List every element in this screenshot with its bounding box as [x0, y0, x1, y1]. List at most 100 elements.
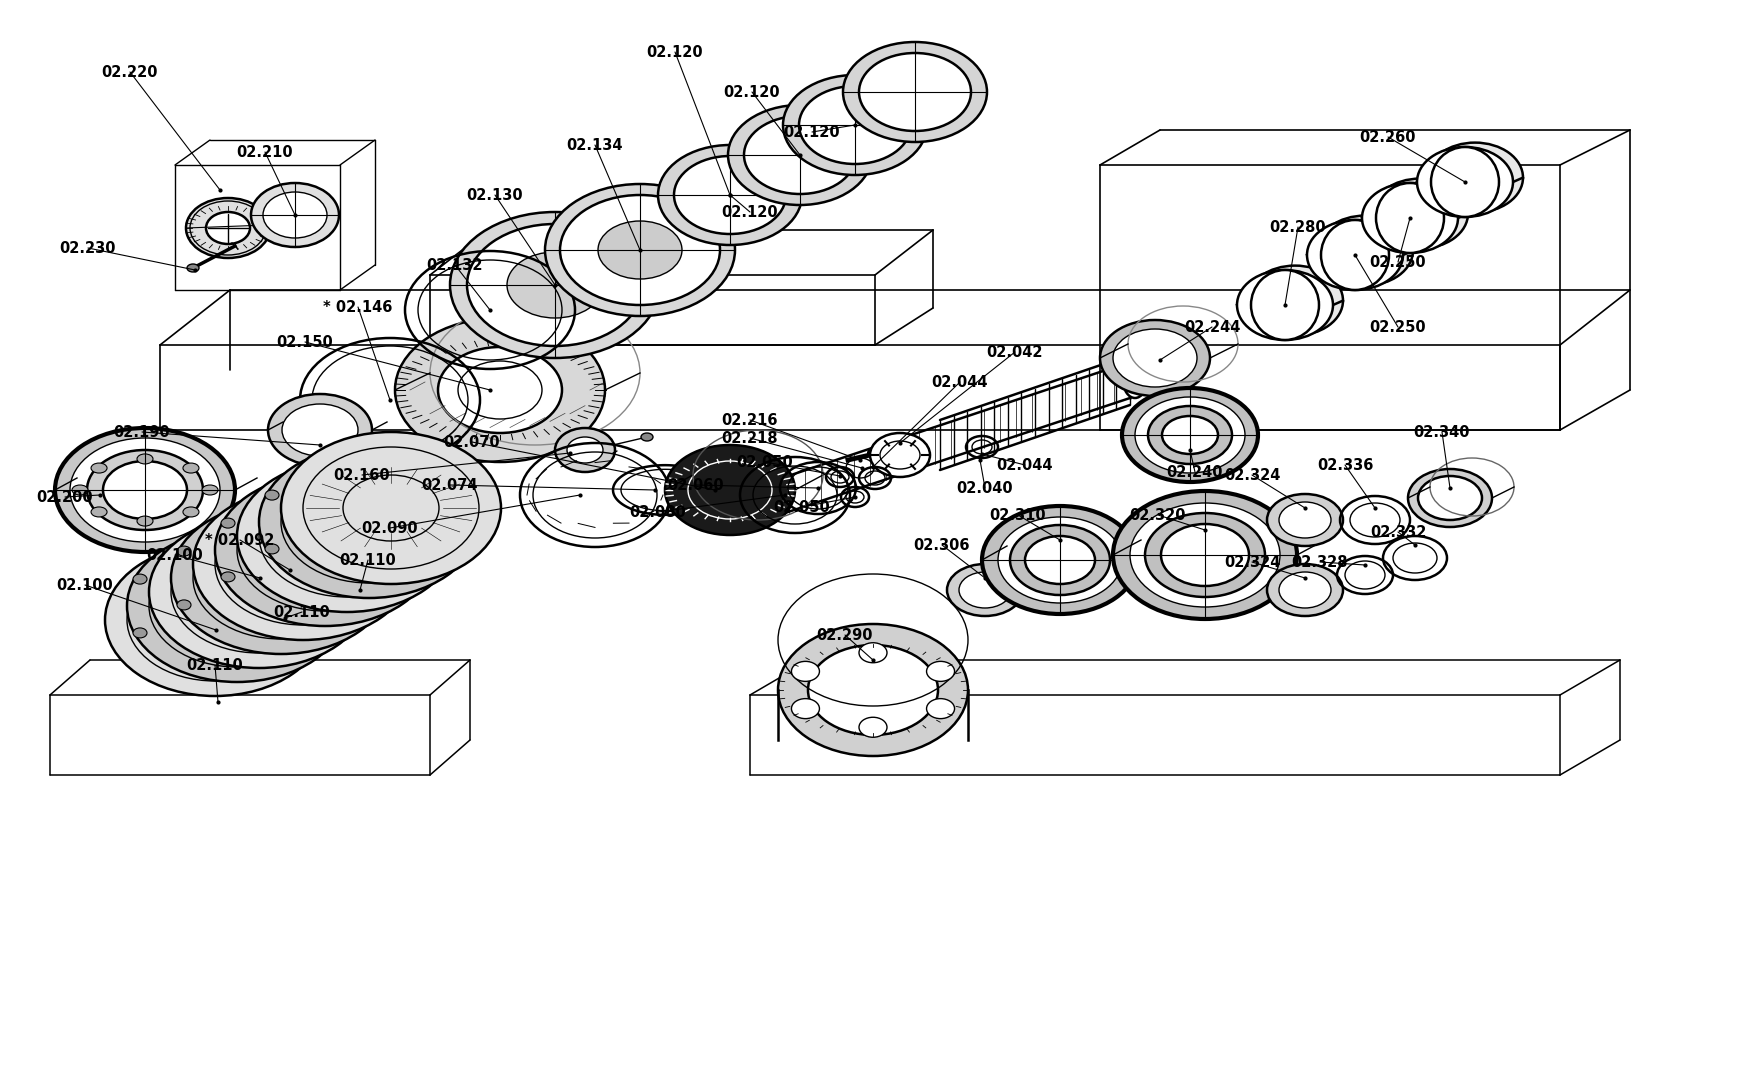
Ellipse shape — [1144, 513, 1264, 597]
Ellipse shape — [598, 221, 682, 279]
Ellipse shape — [1426, 142, 1522, 213]
Ellipse shape — [186, 198, 270, 258]
Text: 02.190: 02.190 — [113, 425, 170, 440]
Ellipse shape — [1113, 328, 1196, 387]
Ellipse shape — [230, 655, 243, 664]
Text: 02.220: 02.220 — [101, 64, 158, 79]
Ellipse shape — [450, 212, 659, 358]
Ellipse shape — [205, 212, 250, 244]
Ellipse shape — [880, 441, 920, 469]
Ellipse shape — [1417, 476, 1482, 520]
Ellipse shape — [925, 661, 955, 682]
Text: 02.324: 02.324 — [1223, 468, 1280, 483]
Text: 02.244: 02.244 — [1183, 320, 1240, 335]
Text: 02.150: 02.150 — [277, 335, 334, 350]
Ellipse shape — [259, 446, 478, 598]
Ellipse shape — [137, 516, 153, 526]
Ellipse shape — [362, 570, 376, 581]
Ellipse shape — [202, 485, 217, 495]
Text: 02.290: 02.290 — [816, 627, 873, 642]
Text: 02.216: 02.216 — [722, 413, 777, 428]
Ellipse shape — [1024, 536, 1094, 584]
Text: 02.240: 02.240 — [1167, 464, 1223, 479]
Ellipse shape — [370, 546, 384, 556]
Ellipse shape — [177, 600, 191, 610]
Text: 02.200: 02.200 — [37, 489, 94, 504]
Ellipse shape — [870, 433, 929, 477]
Ellipse shape — [177, 546, 191, 556]
Text: 02.324: 02.324 — [1223, 554, 1280, 569]
Ellipse shape — [1122, 362, 1146, 398]
Ellipse shape — [791, 661, 819, 682]
Ellipse shape — [90, 507, 108, 517]
Ellipse shape — [273, 519, 289, 530]
Text: 02.280: 02.280 — [1269, 219, 1325, 234]
Ellipse shape — [1278, 502, 1330, 538]
Ellipse shape — [56, 428, 235, 552]
Ellipse shape — [744, 116, 856, 194]
Ellipse shape — [268, 394, 372, 467]
Ellipse shape — [264, 544, 278, 554]
Ellipse shape — [544, 184, 734, 316]
Ellipse shape — [104, 544, 325, 696]
Ellipse shape — [673, 156, 786, 234]
Text: 02.100: 02.100 — [146, 548, 203, 563]
Text: 02.134: 02.134 — [567, 138, 623, 153]
Ellipse shape — [127, 530, 346, 682]
Ellipse shape — [183, 463, 198, 473]
Ellipse shape — [132, 628, 146, 638]
Ellipse shape — [640, 433, 652, 441]
Ellipse shape — [137, 454, 153, 464]
Ellipse shape — [1236, 270, 1332, 340]
Text: 02.120: 02.120 — [783, 124, 840, 139]
Ellipse shape — [264, 490, 278, 500]
Ellipse shape — [1407, 469, 1490, 528]
Ellipse shape — [90, 463, 108, 473]
Ellipse shape — [1009, 525, 1109, 595]
Ellipse shape — [318, 599, 332, 609]
Ellipse shape — [1376, 183, 1443, 253]
Ellipse shape — [216, 474, 435, 626]
Text: 02.306: 02.306 — [913, 537, 970, 552]
Ellipse shape — [1416, 147, 1513, 217]
Ellipse shape — [1129, 503, 1280, 607]
Text: 02.230: 02.230 — [59, 241, 117, 256]
Ellipse shape — [1099, 320, 1209, 396]
Ellipse shape — [1316, 215, 1412, 286]
Text: 02.050: 02.050 — [736, 455, 793, 470]
Ellipse shape — [727, 105, 871, 205]
Ellipse shape — [237, 460, 457, 612]
Ellipse shape — [150, 516, 369, 668]
Ellipse shape — [250, 183, 339, 247]
Text: 02.132: 02.132 — [426, 258, 483, 273]
Ellipse shape — [946, 564, 1023, 616]
Text: 02.074: 02.074 — [421, 477, 478, 492]
Ellipse shape — [70, 438, 219, 542]
Text: 02.310: 02.310 — [989, 507, 1045, 522]
Ellipse shape — [859, 717, 887, 737]
Text: 02.340: 02.340 — [1412, 425, 1469, 440]
Text: 02.120: 02.120 — [647, 45, 703, 60]
Ellipse shape — [170, 502, 391, 654]
Ellipse shape — [1113, 491, 1296, 620]
Ellipse shape — [263, 192, 327, 238]
Ellipse shape — [186, 264, 198, 272]
Text: 02.120: 02.120 — [722, 204, 777, 219]
Text: 02.160: 02.160 — [334, 468, 390, 483]
Ellipse shape — [183, 507, 198, 517]
Ellipse shape — [807, 645, 937, 735]
Ellipse shape — [664, 445, 795, 535]
Ellipse shape — [1429, 147, 1497, 217]
Ellipse shape — [506, 253, 603, 318]
Text: 02.130: 02.130 — [466, 187, 523, 202]
Text: 02.218: 02.218 — [722, 430, 777, 445]
Ellipse shape — [859, 643, 887, 662]
Ellipse shape — [981, 506, 1137, 614]
Ellipse shape — [1320, 220, 1388, 290]
Ellipse shape — [103, 461, 186, 519]
Ellipse shape — [1122, 388, 1257, 482]
Ellipse shape — [567, 437, 603, 463]
Ellipse shape — [1362, 183, 1457, 253]
Ellipse shape — [87, 450, 203, 530]
Text: 02.110: 02.110 — [273, 605, 330, 620]
